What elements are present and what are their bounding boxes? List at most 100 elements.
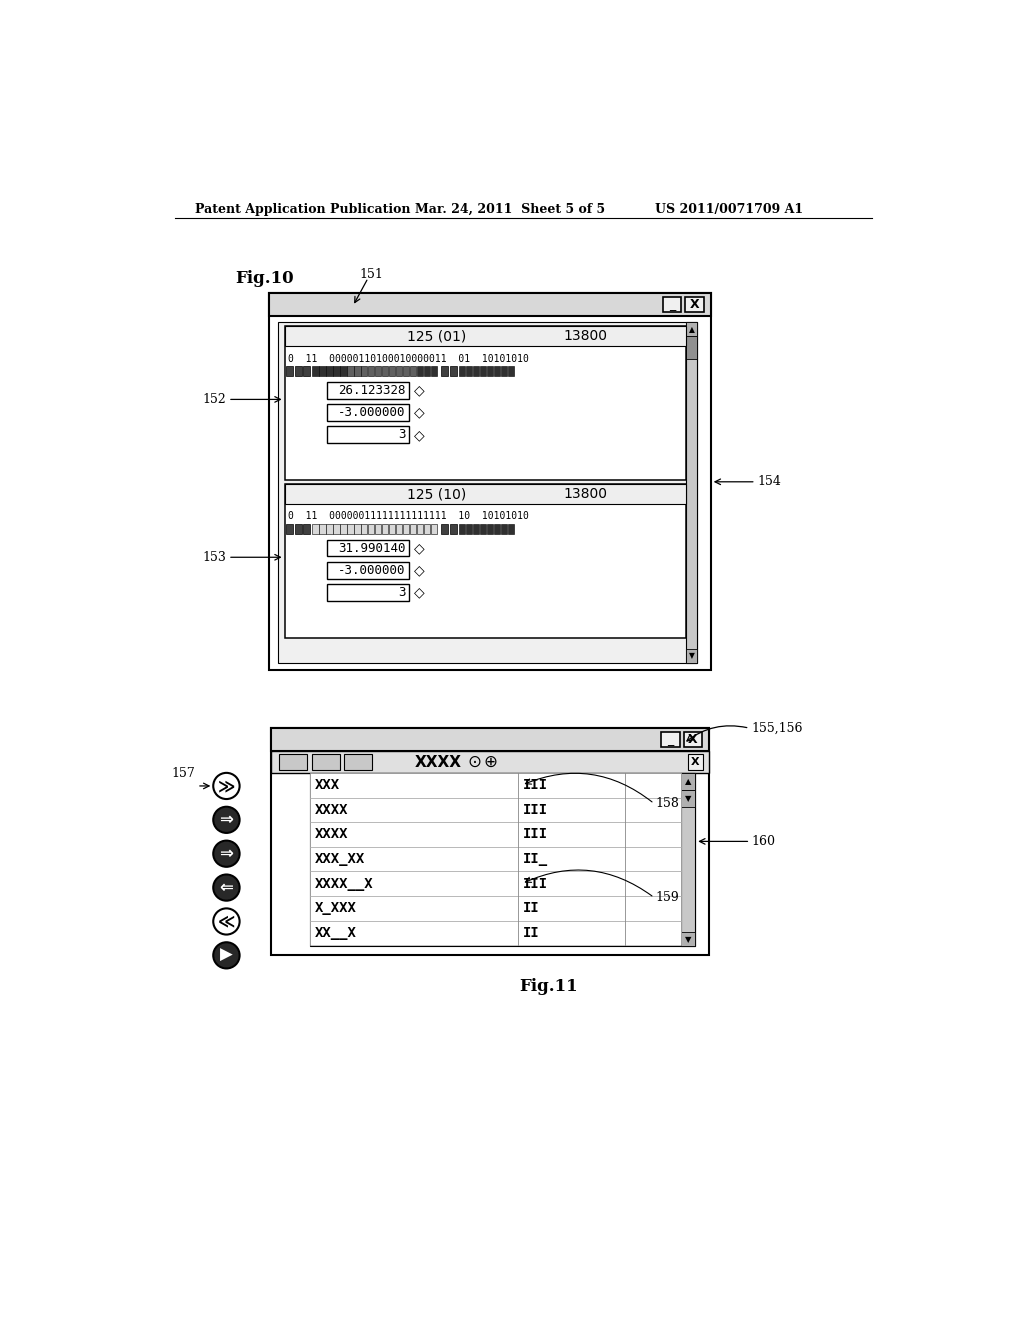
Text: _: _: [668, 733, 674, 746]
Bar: [494, 367, 500, 376]
Bar: [269, 293, 711, 671]
Bar: [494, 524, 500, 535]
Bar: [403, 367, 410, 376]
Bar: [310, 871, 681, 896]
Bar: [473, 367, 479, 376]
Circle shape: [214, 841, 240, 866]
Bar: [375, 367, 381, 376]
Bar: [369, 367, 375, 376]
Text: 0  11  00000011111111111111  10  10101010: 0 11 00000011111111111111 10 10101010: [288, 511, 528, 521]
Text: Fig.10: Fig.10: [234, 271, 294, 286]
Bar: [681, 932, 695, 946]
Circle shape: [214, 875, 240, 900]
Bar: [311, 755, 340, 770]
Bar: [459, 367, 465, 376]
Text: X: X: [690, 298, 699, 312]
Text: ◇: ◇: [414, 564, 425, 577]
Bar: [354, 367, 360, 376]
Bar: [431, 367, 437, 376]
Bar: [686, 322, 697, 337]
Bar: [327, 367, 333, 376]
Bar: [681, 789, 695, 807]
Bar: [375, 524, 381, 535]
Text: ▲: ▲: [685, 777, 691, 785]
Bar: [310, 921, 681, 945]
Text: -3.000000: -3.000000: [338, 564, 406, 577]
Bar: [319, 367, 326, 376]
Bar: [327, 524, 333, 535]
Bar: [328, 585, 409, 601]
Bar: [271, 751, 710, 774]
Bar: [280, 755, 307, 770]
Text: ◇: ◇: [414, 428, 425, 442]
Bar: [285, 484, 686, 638]
Bar: [328, 404, 409, 421]
Bar: [347, 367, 353, 376]
Bar: [486, 524, 493, 535]
Bar: [312, 367, 318, 376]
Bar: [286, 524, 293, 535]
Bar: [354, 524, 360, 535]
Text: 125 (10): 125 (10): [408, 487, 467, 502]
Bar: [684, 733, 702, 747]
Text: -3.000000: -3.000000: [338, 407, 406, 418]
Text: ⇐: ⇐: [219, 879, 233, 896]
Bar: [681, 774, 695, 789]
Bar: [473, 524, 479, 535]
Bar: [686, 649, 697, 663]
Text: ▼: ▼: [688, 651, 694, 660]
Bar: [328, 562, 409, 579]
Bar: [389, 367, 395, 376]
Text: XX__X: XX__X: [314, 927, 356, 940]
Circle shape: [214, 942, 240, 968]
Bar: [319, 524, 326, 535]
Text: ▼: ▼: [685, 793, 691, 803]
Bar: [486, 367, 493, 376]
Text: ⊙: ⊙: [468, 754, 481, 771]
Bar: [340, 524, 346, 535]
Bar: [334, 367, 340, 376]
Text: XXXX__X: XXXX__X: [314, 876, 374, 891]
Bar: [347, 524, 353, 535]
Text: _: _: [669, 298, 675, 312]
Bar: [424, 367, 430, 376]
Text: XXXX: XXXX: [314, 828, 348, 841]
Bar: [271, 729, 710, 956]
Bar: [382, 367, 388, 376]
Bar: [303, 367, 310, 376]
Text: X: X: [688, 733, 697, 746]
Text: ▲: ▲: [688, 325, 694, 334]
Text: ⇒: ⇒: [219, 845, 233, 863]
Bar: [310, 847, 681, 871]
Bar: [508, 367, 514, 376]
Bar: [417, 367, 423, 376]
Text: ◇: ◇: [414, 405, 425, 420]
Text: ⇒: ⇒: [219, 810, 233, 829]
Bar: [382, 524, 388, 535]
Bar: [328, 540, 409, 557]
Bar: [295, 367, 302, 376]
Text: 154: 154: [758, 475, 781, 488]
Text: III: III: [522, 876, 548, 891]
Text: ◇: ◇: [414, 383, 425, 397]
Text: X: X: [691, 758, 699, 767]
Text: Mar. 24, 2011  Sheet 5 of 5: Mar. 24, 2011 Sheet 5 of 5: [415, 203, 605, 216]
Text: 160: 160: [752, 834, 776, 847]
Bar: [310, 896, 681, 921]
Text: 0  11  00000110100010000011  01  10101010: 0 11 00000110100010000011 01 10101010: [288, 354, 528, 363]
Text: 155,156: 155,156: [752, 722, 804, 735]
Bar: [286, 367, 293, 376]
Text: 125 (01): 125 (01): [408, 329, 467, 343]
Bar: [344, 755, 372, 770]
Text: ▼: ▼: [685, 935, 691, 944]
Bar: [279, 322, 697, 663]
Bar: [310, 774, 695, 946]
Bar: [663, 297, 681, 313]
Text: Fig.11: Fig.11: [519, 978, 578, 995]
Bar: [303, 524, 310, 535]
Text: ≫: ≫: [218, 777, 236, 795]
Bar: [340, 367, 346, 376]
Text: 159: 159: [655, 891, 680, 904]
Text: ◇: ◇: [414, 541, 425, 554]
Text: II_: II_: [522, 853, 548, 866]
